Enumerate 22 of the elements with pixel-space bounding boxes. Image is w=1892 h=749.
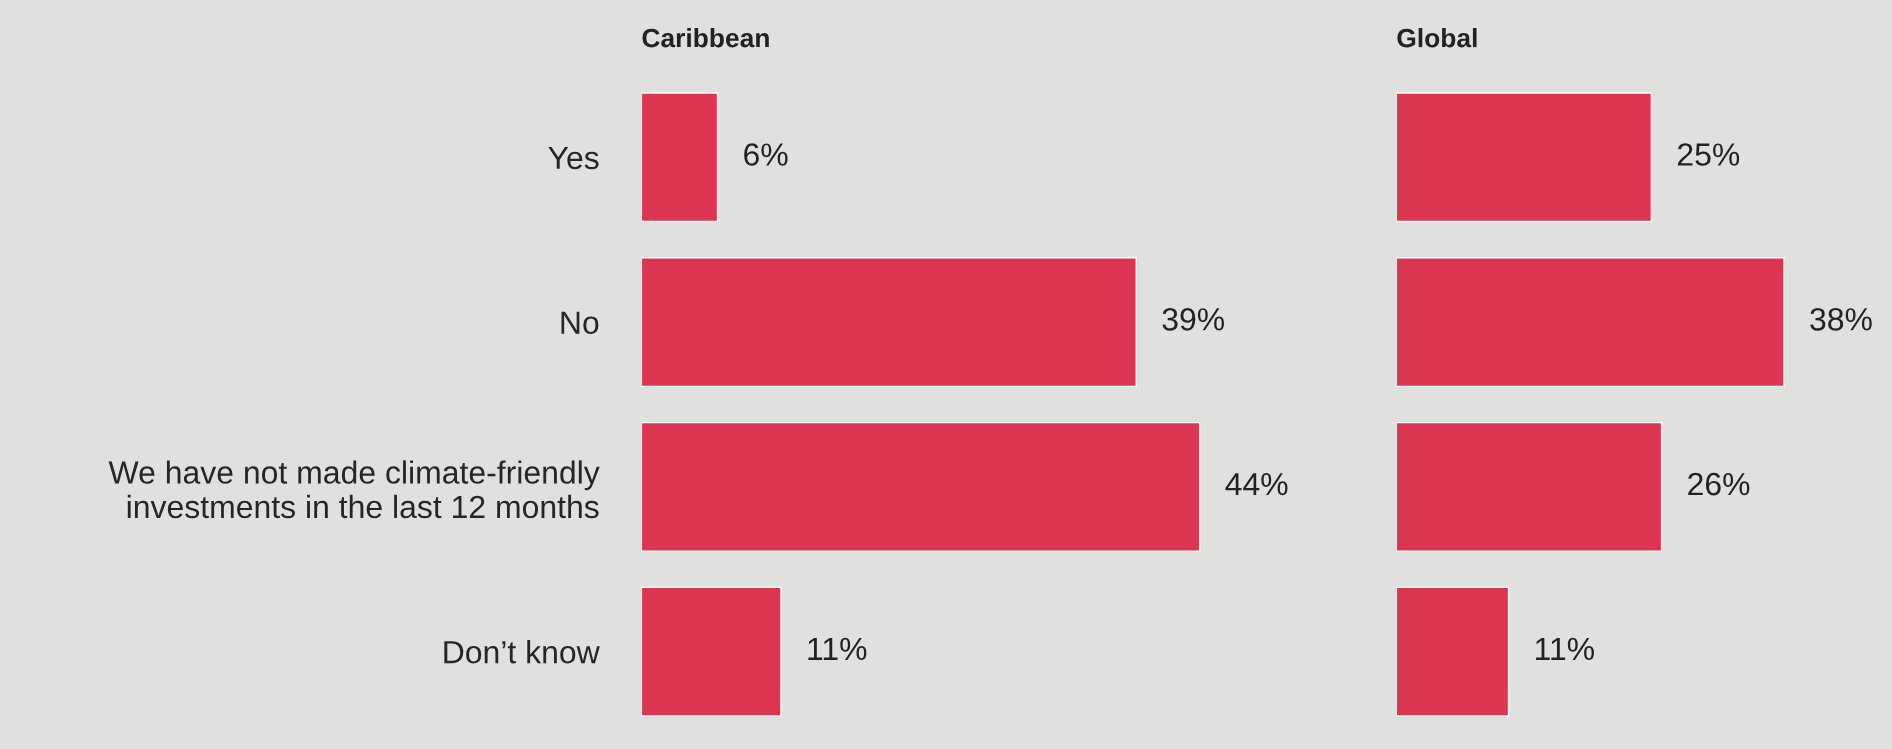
bar <box>1396 586 1510 717</box>
chart-title: Global <box>1397 28 1477 48</box>
y-tick-label: No <box>561 311 599 334</box>
bar <box>641 257 1137 388</box>
data-label: 11% <box>808 637 867 661</box>
bar <box>641 421 1201 552</box>
data-label: 11% <box>1535 637 1594 661</box>
bar <box>641 92 719 223</box>
chart-title: Caribbean <box>642 28 769 48</box>
bar <box>1396 257 1785 388</box>
bar <box>1396 92 1653 223</box>
data-label: 6% <box>744 143 788 166</box>
y-tick-label: We have not made climate-friendly investments in the last 12 months <box>108 460 600 519</box>
data-label: 25% <box>1677 143 1740 166</box>
data-label: 26% <box>1688 472 1750 496</box>
y-tick-label: Don’t know <box>444 640 600 664</box>
bar <box>641 586 782 717</box>
data-label: 44% <box>1225 472 1288 496</box>
data-label: 38% <box>1810 308 1872 331</box>
bar <box>1396 421 1663 552</box>
data-label: 39% <box>1162 308 1225 331</box>
y-tick-label: Yes <box>548 146 599 170</box>
